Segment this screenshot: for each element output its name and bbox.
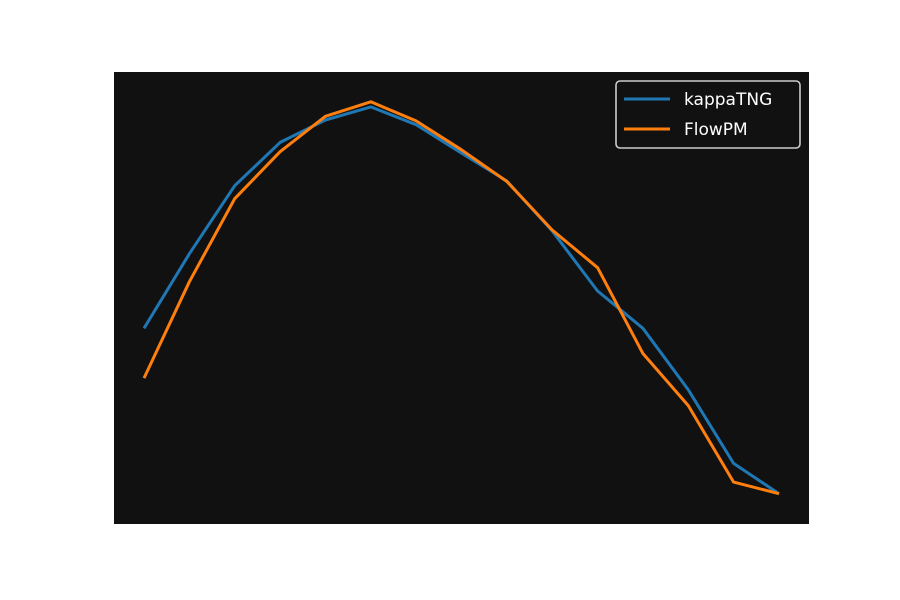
series-layer — [142, 100, 780, 496]
legend-label-kappatng: kappaTNG — [684, 90, 772, 110]
legend: kappaTNG FlowPM — [615, 80, 801, 149]
legend-label-flowpm: FlowPM — [684, 120, 748, 140]
series-line-flowpm — [142, 100, 780, 496]
series-line-kappatng — [142, 105, 780, 495]
